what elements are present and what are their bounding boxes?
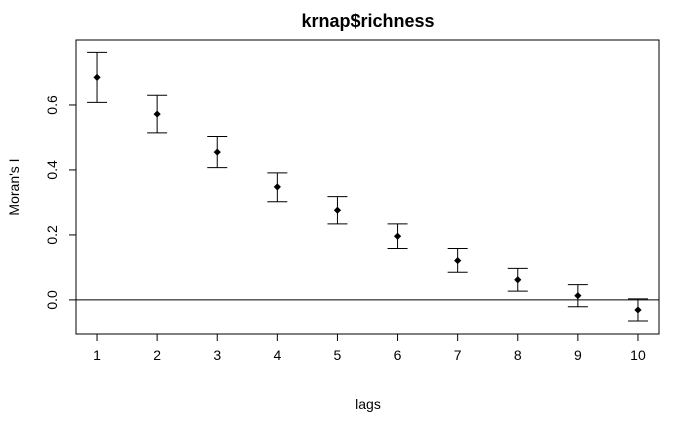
data-point-lag-3	[213, 148, 221, 156]
x-tick-label: 9	[574, 347, 582, 363]
x-tick-label: 7	[454, 347, 462, 363]
x-tick-label: 1	[93, 347, 101, 363]
y-tick-label: 0.2	[44, 225, 60, 245]
x-tick-label: 10	[630, 347, 646, 363]
x-axis-label: lags	[355, 396, 381, 412]
data-point-lag-5	[333, 206, 342, 214]
chart-title: krnap$richness	[301, 11, 434, 31]
data-point-lag-9	[574, 292, 582, 300]
data-point-lag-6	[393, 232, 402, 240]
data-point-lag-8	[514, 276, 522, 284]
x-tick-label: 8	[514, 347, 522, 363]
y-tick-label: 0.6	[44, 95, 60, 115]
data-point-lag-2	[153, 110, 161, 118]
x-tick-label: 5	[334, 347, 342, 363]
y-tick-label: 0.4	[44, 160, 60, 180]
data-point-lag-7	[454, 256, 462, 265]
y-axis-label: Moran's I	[6, 158, 22, 215]
x-tick-label: 2	[153, 347, 161, 363]
plot-frame	[75, 39, 660, 335]
y-tick-label: 0.0	[44, 290, 60, 310]
x-tick-label: 4	[273, 347, 281, 363]
data-point-lag-10	[634, 306, 642, 314]
x-tick-label: 6	[394, 347, 402, 363]
chart-marks: 1 2 3 4 5 6 7 8 9 10 0.0 0.2 0.4 0.6	[44, 51, 659, 363]
x-tick-label: 3	[213, 347, 221, 363]
data-point-lag-1	[93, 73, 101, 81]
data-point-lag-4	[273, 183, 281, 191]
